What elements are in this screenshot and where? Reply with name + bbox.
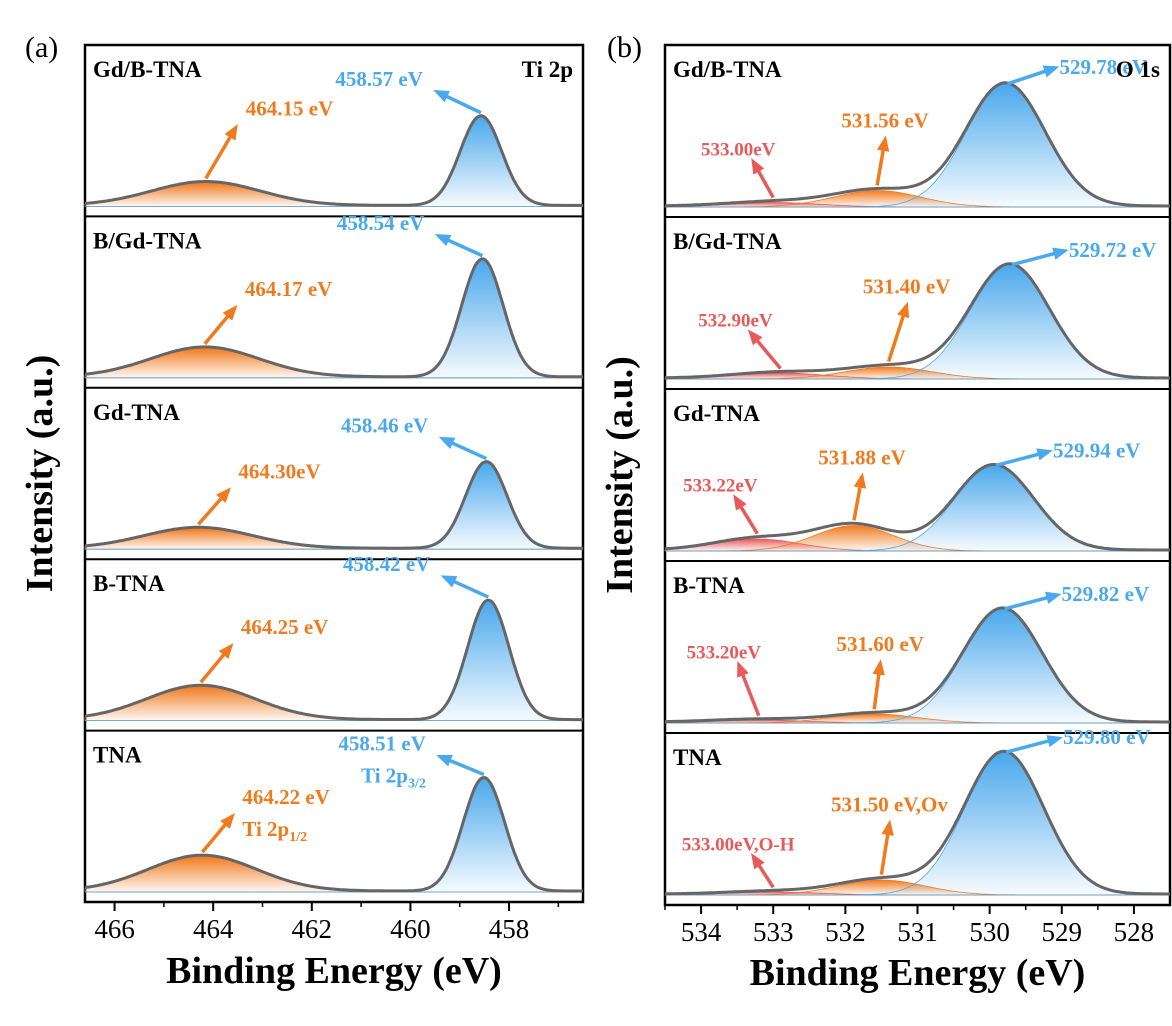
arrow-head (1042, 65, 1060, 78)
x-tick-label: 533 (753, 917, 794, 947)
envelope-line (665, 606, 1170, 724)
envelope-line (84, 460, 583, 550)
peak-label: 464.22 eV (242, 785, 330, 809)
arrow-head (1052, 247, 1069, 260)
envelope-line (84, 775, 583, 893)
element-label: O 1s (1116, 57, 1160, 82)
peak-label: 529.78 eV (1060, 55, 1148, 79)
panel-label: (a) (25, 31, 58, 64)
arrow-head (747, 329, 763, 346)
arrow-head (222, 304, 238, 321)
arrow-head (877, 135, 890, 152)
sample-name: B/Gd-TNA (673, 229, 782, 254)
envelope-line (665, 262, 1170, 380)
arrow-head (853, 472, 867, 489)
arrow-head (440, 575, 458, 588)
envelope-line (84, 114, 583, 207)
x-tick-label: 464 (193, 914, 234, 944)
x-axis-label: Binding Energy (eV) (750, 952, 1086, 994)
component-label: Ti 2p1/2 (242, 817, 307, 845)
x-tick-label: 462 (292, 914, 333, 944)
arrow-head (737, 661, 749, 678)
sample-name: Gd/B-TNA (673, 57, 782, 82)
arrow-head (872, 659, 885, 676)
panel-label: (b) (607, 31, 642, 64)
peak-label: 531.56 eV (841, 108, 929, 132)
arrow-head (1046, 735, 1063, 748)
x-tick-label: 534 (681, 917, 722, 947)
x-tick-label: 458 (489, 914, 530, 944)
arrow-head (733, 494, 747, 511)
peak-label: 464.25 eV (241, 615, 328, 639)
peak-label: 464.30eV (238, 459, 320, 483)
peak-label: 533.22eV (683, 476, 758, 497)
peak-label: 464.15 eV (246, 96, 334, 120)
peak-label: 531.88 eV (818, 445, 906, 469)
panel-b-o-1s: Gd/B-TNA 533.00eV 531.56 eV 529.78 eV B/Gd-T… (599, 31, 1172, 994)
arrow-head (220, 813, 235, 829)
sample-name: Gd-TNA (93, 400, 180, 425)
peak-label: 533.20eV (687, 643, 762, 664)
y-axis-label: Intensity (a.u.) (599, 356, 641, 594)
peak-label: 458.42 eV (343, 552, 431, 576)
arrow-head (897, 301, 910, 319)
arrow-head (1036, 448, 1053, 461)
peak-label: 533.00eV (701, 140, 776, 161)
envelope-line (665, 749, 1170, 896)
peak-label: 533.00eV,O-H (682, 834, 795, 855)
arrow-head (1045, 591, 1062, 604)
sample-name: Gd/B-TNA (93, 57, 202, 82)
envelope-line (84, 598, 583, 722)
peak-label: 458.46 eV (341, 414, 429, 438)
sample-name: TNA (673, 745, 722, 770)
arrow-head (216, 487, 232, 503)
peak-label: 531.50 eV,Ov (831, 793, 948, 817)
x-tick-label: 532 (825, 917, 866, 947)
plot-frame (83, 43, 585, 904)
peak-label: 464.17 eV (245, 277, 333, 301)
peak-fill-o_lattice (665, 752, 1170, 896)
arrow-head (438, 436, 456, 449)
component-label: Ti 2p3/2 (361, 763, 426, 791)
arrow-head (218, 643, 234, 659)
arrow-head (434, 234, 452, 247)
arrow-head (751, 158, 765, 175)
peak-label: 458.57 eV (335, 67, 423, 91)
x-tick-label: 529 (1042, 917, 1083, 947)
peak-label: 532.90eV (698, 310, 773, 331)
peak-label: 529.80 eV (1063, 725, 1151, 749)
sample-name: B/Gd-TNA (93, 228, 202, 253)
x-tick-label: 531 (897, 917, 938, 947)
envelope-line (665, 81, 1170, 208)
peak-label: 458.54 eV (337, 211, 425, 235)
x-tick-label: 460 (390, 914, 431, 944)
envelope-line (664, 463, 1170, 552)
x-tick-label: 528 (1114, 917, 1155, 947)
arrow-head (436, 754, 453, 767)
x-axis-label: Binding Energy (eV) (166, 950, 502, 992)
arrow-head (881, 819, 894, 836)
peak-label: 531.60 eV (836, 632, 924, 656)
envelope-line (84, 257, 583, 379)
arrow-head (433, 90, 450, 103)
peak-label: 458.51 eV (338, 731, 426, 755)
sample-name: B-TNA (673, 573, 745, 598)
element-label: Ti 2p (522, 57, 573, 82)
sample-name: Gd-TNA (673, 401, 760, 426)
peak-label: 531.40 eV (863, 275, 951, 299)
peak-label: 529.94 eV (1053, 438, 1141, 462)
arrow-head (224, 124, 238, 141)
x-tick-label: 466 (94, 914, 135, 944)
peak-label: 529.82 eV (1062, 582, 1150, 606)
y-axis-label: Intensity (a.u.) (19, 355, 61, 593)
x-tick-label: 530 (969, 917, 1010, 947)
sample-name: B-TNA (93, 571, 165, 596)
arrow-head (751, 852, 765, 870)
sample-name: TNA (93, 743, 142, 768)
peak-label: 529.72 eV (1069, 238, 1157, 262)
